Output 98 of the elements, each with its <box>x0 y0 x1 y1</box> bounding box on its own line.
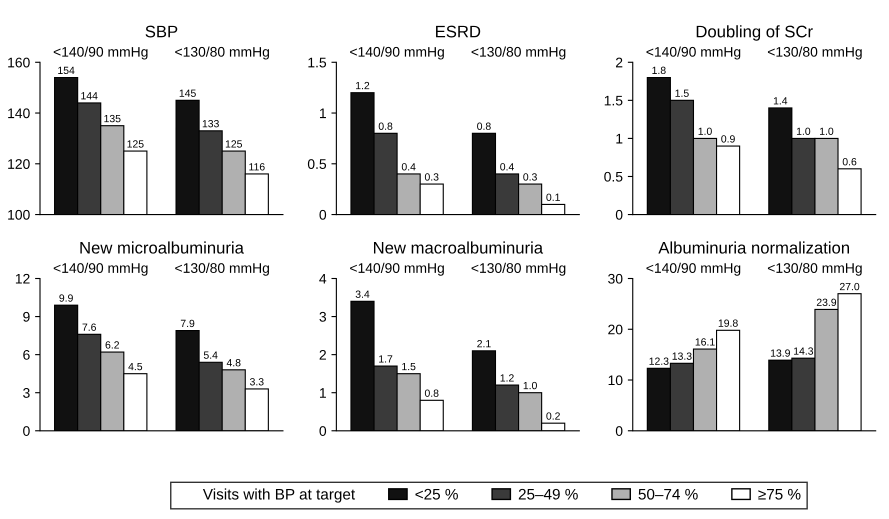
y-tick-label: 1 <box>616 134 622 144</box>
y-tick-label: 3 <box>23 388 30 398</box>
y-tick-label: 0 <box>319 210 326 220</box>
data-label: 1.2 <box>500 374 514 382</box>
data-label: 125 <box>127 140 144 148</box>
chart-title: SBP <box>146 26 178 38</box>
data-label: 7.6 <box>82 324 96 331</box>
data-label: 6.2 <box>106 341 119 349</box>
data-label: 116 <box>249 163 265 170</box>
x-tick-label: <130/80 mmHg <box>472 262 566 276</box>
legend-title: Visits with BP at target <box>202 488 356 503</box>
y-tick-label: 3 <box>319 312 326 322</box>
data-label: 0.1 <box>546 194 560 201</box>
y-tick-label: 6 <box>23 350 30 360</box>
y-tick-label: 12 <box>16 274 30 284</box>
y-tick-label: 0.5 <box>308 159 326 169</box>
data-label: 0.8 <box>378 122 392 130</box>
y-tick-label: 0 <box>616 426 622 436</box>
y-tick-label: 0 <box>616 210 622 220</box>
legend-label: <25 % <box>415 488 458 500</box>
x-tick-label: <140/90 mmHg <box>350 262 444 276</box>
x-tick-label: <130/80 mmHg <box>768 46 862 60</box>
data-label: 133 <box>202 120 219 128</box>
x-tick-label: <140/90 mmHg <box>54 262 148 276</box>
data-label: 16.1 <box>696 338 715 346</box>
data-label: 135 <box>104 114 121 122</box>
chart-title: New macroalbuminuria <box>374 241 544 254</box>
legend-label: 25–49 % <box>518 488 578 500</box>
data-label: 1.5 <box>675 90 689 97</box>
data-label: 1.2 <box>356 82 370 90</box>
data-label: 1.0 <box>796 128 810 135</box>
y-tick-label: 1 <box>320 388 326 398</box>
chart-title: Doubling of SCr <box>696 25 813 41</box>
y-tick-label: 0 <box>319 426 326 436</box>
data-label: 1.0 <box>524 382 537 390</box>
chart-title: Albuminuria normalization <box>658 241 850 254</box>
data-label: 1.4 <box>774 97 788 104</box>
y-tick-label: 140 <box>8 108 30 118</box>
data-label: 19.8 <box>718 319 738 327</box>
x-tick-label: <130/80 mmHg <box>472 46 566 60</box>
y-tick-label: 0 <box>23 426 30 436</box>
y-tick-label: 1.5 <box>308 58 326 68</box>
y-tick-label: 4 <box>319 274 326 284</box>
y-tick-label: 1 <box>320 108 326 118</box>
data-label: 145 <box>180 90 196 97</box>
y-tick-label: 100 <box>8 210 30 220</box>
y-tick-label: 2 <box>320 350 326 360</box>
data-label: 27.0 <box>840 282 860 290</box>
data-label: 9.9 <box>59 294 73 302</box>
legend-label: 50–74 % <box>638 488 698 500</box>
data-label: 12.3 <box>650 358 669 365</box>
data-label: 1.7 <box>379 355 392 363</box>
x-tick-label: <140/90 mmHg <box>350 46 444 60</box>
data-label: 0.3 <box>424 173 439 181</box>
y-tick-label: 9 <box>23 312 30 322</box>
legend-label: ≥75 % <box>758 488 800 500</box>
data-label: 13.9 <box>770 349 790 357</box>
data-label: 0.8 <box>477 122 491 130</box>
y-tick-label: 20 <box>608 324 622 334</box>
data-label: 1.0 <box>698 128 712 135</box>
y-tick-label: 0.5 <box>604 172 622 182</box>
data-label: 23.9 <box>816 298 836 306</box>
data-label: 0.2 <box>546 412 560 420</box>
data-label: 0.4 <box>500 163 514 170</box>
x-tick-label: <130/80 mmHg <box>175 46 269 60</box>
y-tick-label: 30 <box>608 274 622 284</box>
data-label: 4.8 <box>226 359 241 366</box>
data-label: 4.5 <box>128 362 142 370</box>
data-label: 125 <box>226 140 242 148</box>
x-tick-label: <130/80 mmHg <box>175 262 269 276</box>
data-label: 144 <box>81 92 98 100</box>
y-tick-label: 1.5 <box>604 96 622 106</box>
data-label: 0.8 <box>424 389 439 397</box>
y-tick-label: 160 <box>8 58 30 68</box>
x-tick-label: <140/90 mmHg <box>646 262 740 276</box>
data-label: 1.5 <box>402 362 416 370</box>
data-label: 0.4 <box>402 163 416 170</box>
data-label: 1.0 <box>820 128 834 135</box>
x-tick-label: <140/90 mmHg <box>54 46 148 60</box>
data-label: 3.4 <box>356 290 370 298</box>
data-label: 0.6 <box>842 158 856 166</box>
data-label: 5.4 <box>204 352 218 359</box>
data-label: 0.9 <box>721 135 735 143</box>
data-label: 1.8 <box>652 66 666 74</box>
data-label: 154 <box>58 66 75 74</box>
data-label: 2.1 <box>477 340 491 348</box>
chart-title: ESRD <box>436 26 480 38</box>
data-label: 0.3 <box>523 173 537 181</box>
y-tick-label: 2 <box>616 58 622 68</box>
data-label: 14.3 <box>794 347 814 355</box>
chart-title: New microalbuminuria <box>80 241 244 254</box>
data-label: 13.3 <box>672 352 692 360</box>
data-label: 3.3 <box>250 378 264 386</box>
data-label: 7.9 <box>180 320 194 328</box>
x-tick-label: <140/90 mmHg <box>646 46 740 60</box>
x-tick-label: <130/80 mmHg <box>768 262 862 276</box>
y-tick-label: 120 <box>8 159 30 169</box>
y-tick-label: 10 <box>608 375 622 386</box>
